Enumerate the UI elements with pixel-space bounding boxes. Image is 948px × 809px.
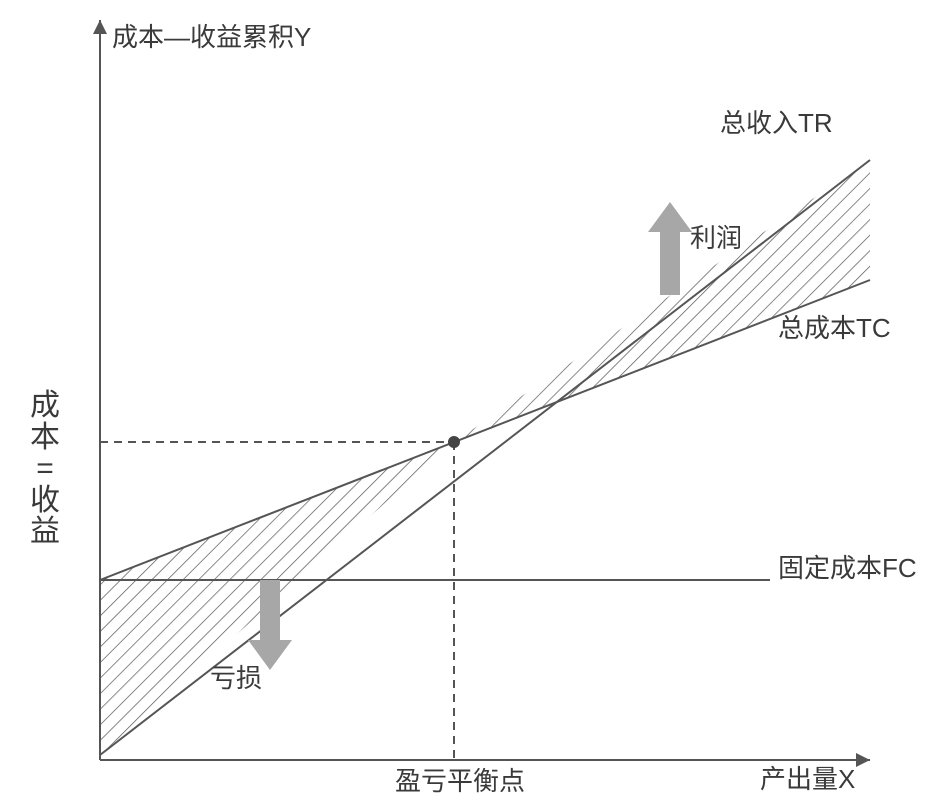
label-tc: 总成本TC (778, 315, 891, 341)
arrow-up-icon (648, 202, 692, 295)
x-axis-arrow-icon (856, 753, 870, 767)
breakeven-point (448, 436, 460, 448)
y-axis-title: 成本—收益累积Y (112, 24, 311, 50)
label-breakeven: 盈亏平衡点 (395, 768, 525, 794)
label-loss: 亏损 (210, 665, 262, 691)
profit-region (454, 160, 870, 442)
y-axis-arrow-icon (93, 20, 107, 34)
x-axis-title: 产出量X (760, 766, 855, 792)
y-equal-label: 成本=收益 (30, 390, 60, 548)
chart-container: 成本—收益累积Y 产出量X 总收入TR 总成本TC 固定成本FC 利润 亏损 盈… (0, 0, 948, 809)
label-fc: 固定成本FC (778, 555, 917, 581)
label-tr: 总收入TR (720, 110, 833, 136)
label-profit: 利润 (690, 225, 742, 251)
line-tc (100, 280, 870, 580)
